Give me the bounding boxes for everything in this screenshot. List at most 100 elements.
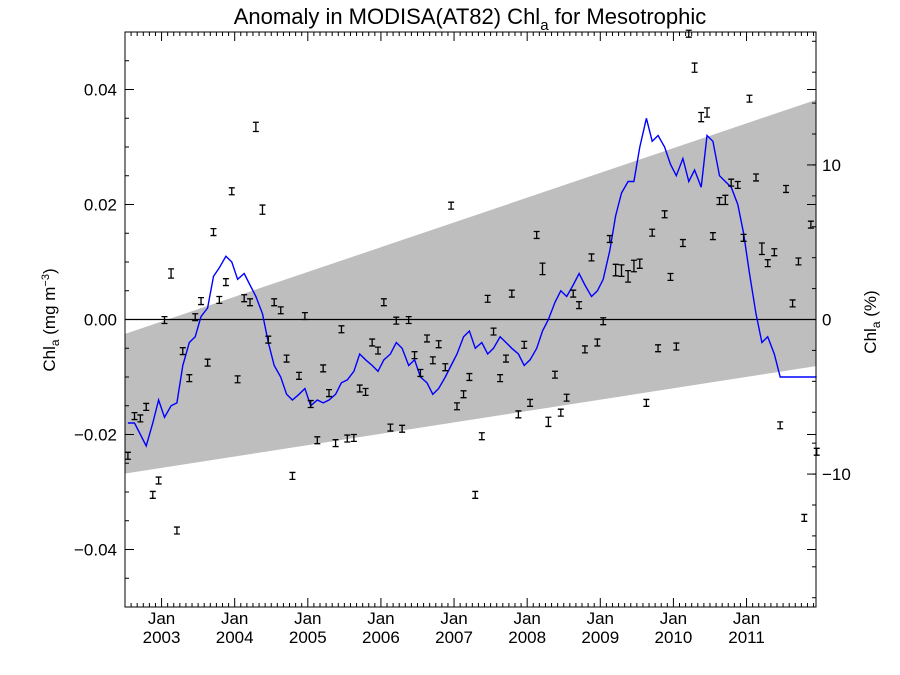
chart-title-main: Anomaly in MODISA(AT82) Chl (234, 4, 540, 29)
errorbar-point (588, 253, 595, 262)
errorbar-point (228, 187, 235, 196)
x-tick-year-label: 2006 (362, 628, 400, 647)
errorbar-point (758, 242, 765, 256)
x-tick-month-label: Jan (660, 609, 687, 628)
x-axis: Jan2003Jan2004Jan2005Jan2006Jan2007Jan20… (124, 32, 815, 647)
x-tick-year-label: 2004 (216, 628, 254, 647)
errorbar-point (289, 471, 296, 480)
errorbar-point (173, 526, 180, 535)
x-tick-year-label: 2011 (728, 628, 765, 647)
errorbar-point (143, 402, 150, 411)
errorbar-point (746, 94, 753, 103)
errorbar-point (753, 173, 760, 182)
errorbar-point (667, 272, 674, 282)
errorbar-point (149, 490, 156, 499)
y-axis-label-units-sup: −3 (40, 274, 52, 287)
errorbar-point (679, 238, 686, 248)
errorbar-point (612, 263, 619, 277)
errorbar-point (600, 317, 607, 326)
errorbar-point (411, 351, 418, 360)
y2-tick-label: 0 (822, 311, 831, 330)
errorbar-point (399, 424, 406, 433)
errorbar-point (271, 298, 278, 307)
x-tick-month-label: Jan (221, 609, 248, 628)
x-tick-year-label: 2003 (143, 628, 181, 647)
errorbar-point (393, 316, 400, 325)
errorbar-point (265, 335, 272, 344)
errorbar-point (649, 228, 656, 237)
left-y-axis: 0.04 0.02 0.00 −0.02 −0.04 (74, 31, 816, 608)
errorbar-point (252, 121, 259, 133)
y-tick-label: −0.04 (74, 541, 117, 560)
errorbar-point (606, 234, 613, 244)
errorbar-point (722, 194, 729, 206)
right-y-axis: 10 0 −10 (807, 40, 851, 599)
errorbar-point (423, 334, 430, 343)
errorbar-point (283, 354, 290, 363)
errorbar-point (630, 259, 637, 273)
errorbar-point (216, 295, 223, 305)
errorbar-point (460, 390, 467, 399)
errorbar-point (704, 107, 711, 118)
errorbar-point (570, 289, 577, 298)
y2-tick-label: 10 (822, 156, 841, 175)
errorbar-point (527, 398, 534, 407)
errorbar-point (521, 340, 528, 349)
chart-title-sub: a (540, 17, 549, 34)
x-tick-month-label: Jan (587, 609, 614, 628)
errorbar-point (356, 384, 363, 393)
errorbar-point (241, 294, 248, 303)
errorbar-point (533, 230, 540, 240)
errorbar-point (625, 269, 632, 283)
x-tick-year-label: 2008 (508, 628, 546, 647)
errorbar-point (466, 372, 473, 382)
errorbar-point (716, 196, 723, 206)
y-tick-label: 0.00 (84, 311, 117, 330)
errorbar-point (448, 201, 455, 210)
errorbar-point (380, 298, 387, 307)
errorbar-point (362, 387, 369, 397)
errorbar-point (369, 338, 376, 347)
errorbar-point (685, 29, 692, 38)
errorbar-point (320, 364, 327, 373)
x-tick-month-label: Jan (513, 609, 540, 628)
errorbar-point (655, 344, 662, 353)
errorbar-point (435, 340, 442, 349)
errorbar-point (771, 248, 778, 257)
x-tick-month-label: Jan (440, 609, 467, 628)
errorbar-point (387, 423, 394, 432)
errorbar-point (429, 356, 436, 365)
errorbar-point (576, 301, 583, 310)
errorbar-point (490, 327, 497, 336)
errorbar-point (338, 325, 345, 334)
errorbar-point (131, 412, 138, 421)
x-tick-month-label: Jan (733, 609, 760, 628)
errorbar-point (813, 447, 820, 456)
errorbar-point (314, 436, 321, 445)
errorbar-point (661, 210, 668, 219)
errorbar-point (186, 374, 193, 383)
y-axis-label-sub: a (48, 339, 62, 346)
y-axis-label-units: (mg m (40, 287, 59, 340)
errorbar-point (234, 375, 241, 384)
errorbar-point (594, 338, 601, 347)
errorbar-point (179, 347, 186, 356)
errorbar-point (807, 220, 814, 229)
errorbar-point (636, 258, 643, 269)
y-tick-label: 0.04 (84, 81, 117, 100)
errorbar-point (728, 178, 735, 187)
errorbar-point (557, 408, 564, 417)
errorbar-point (484, 294, 491, 303)
errorbar-point (442, 363, 449, 372)
errorbar-point (783, 184, 790, 194)
errorbar-point (192, 313, 199, 322)
y-tick-label: 0.02 (84, 196, 117, 215)
y2-axis-label-tail: (%) (861, 290, 880, 321)
errorbar-point (296, 371, 303, 380)
x-tick-year-label: 2005 (289, 628, 327, 647)
anomaly-line-group (127, 118, 817, 448)
errorbar-point (472, 490, 479, 499)
errorbar-point (545, 416, 552, 428)
errorbar-point (618, 264, 625, 278)
errorbar-point (515, 410, 522, 419)
